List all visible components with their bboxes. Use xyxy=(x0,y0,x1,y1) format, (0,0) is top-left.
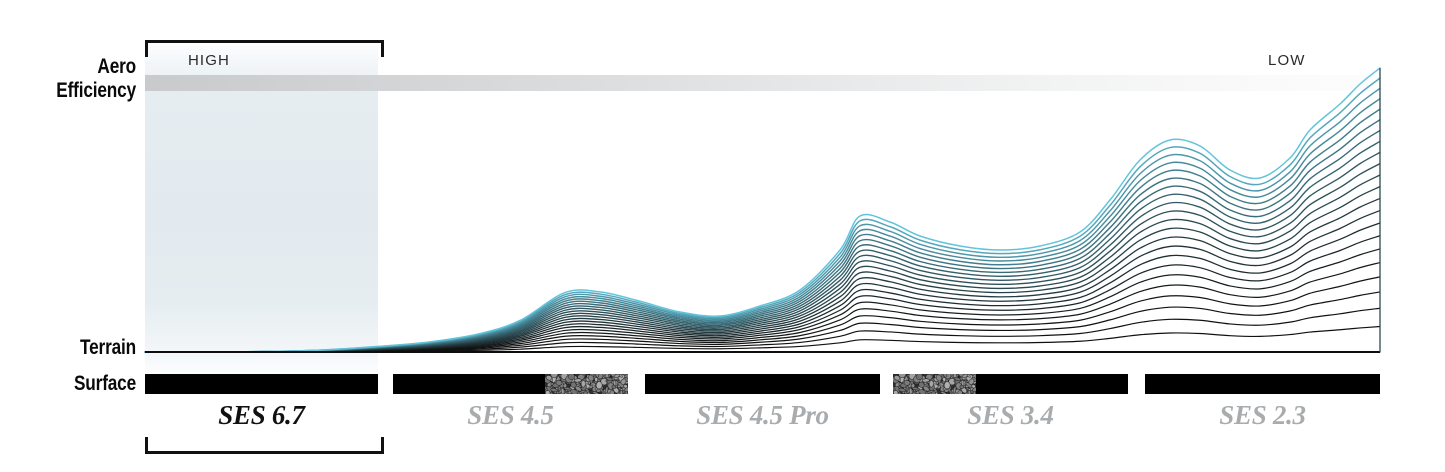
aero-efficiency-gradient-bar xyxy=(145,75,1380,91)
surface-bar-2 xyxy=(393,374,628,394)
surface-bar-3 xyxy=(645,374,880,394)
surface-segment-paved xyxy=(976,374,1128,394)
terrain-label: Terrain xyxy=(80,336,136,359)
highlight-bracket-top xyxy=(145,40,384,57)
aero-efficiency-label-line2: Efficiency xyxy=(56,79,137,102)
wheel-label-4: SES 3.4 xyxy=(967,400,1054,430)
surface-bar-4 xyxy=(893,374,1128,394)
surface-segment-gravel xyxy=(545,374,628,394)
surface-bar-5 xyxy=(1145,374,1380,394)
aero-efficiency-label-line1: Aero xyxy=(97,55,136,78)
ridgeline-series-group xyxy=(144,67,1381,353)
wheel-label-5: SES 2.3 xyxy=(1219,400,1306,430)
wheel-label-1: SES 6.7 xyxy=(218,400,305,430)
ridge-line-18 xyxy=(144,261,1381,353)
surface-bar-1 xyxy=(145,374,378,394)
surface-segment-gravel xyxy=(893,374,976,394)
surface-segment-paved xyxy=(393,374,545,394)
surface-label: Surface xyxy=(73,372,136,395)
highlight-bracket-bottom xyxy=(145,437,384,454)
ridge-line-22 xyxy=(144,325,1381,353)
ridge-line-17 xyxy=(144,248,1381,353)
ridge-line-20 xyxy=(144,291,1381,353)
surface-segment-paved xyxy=(145,374,378,394)
ridge-line-21 xyxy=(144,307,1381,353)
ridge-line-11 xyxy=(144,174,1381,353)
scale-label-high: HIGH xyxy=(188,52,230,69)
wheel-label-2: SES 4.5 xyxy=(467,400,554,430)
ridge-line-1 xyxy=(144,67,1381,353)
surface-segment-paved xyxy=(645,374,880,394)
highlight-panel-ses-67 xyxy=(145,46,378,376)
ridge-line-19 xyxy=(144,276,1381,353)
ridge-line-9 xyxy=(144,151,1381,353)
scale-label-low: LOW xyxy=(1268,52,1306,69)
surface-segment-paved xyxy=(1145,374,1380,394)
wheel-label-3: SES 4.5 Pro xyxy=(696,400,829,430)
